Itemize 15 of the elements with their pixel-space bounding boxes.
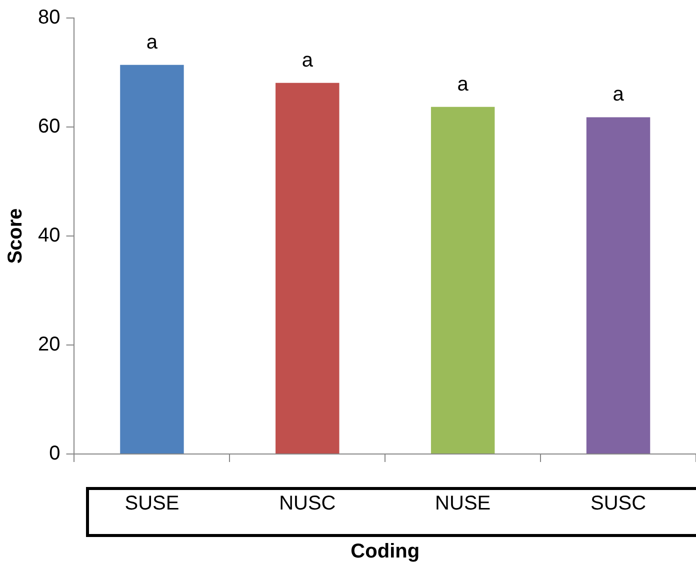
x-tick-label: SUSC xyxy=(590,492,646,515)
y-tick-label: 0 xyxy=(49,442,60,465)
y-tick-label: 60 xyxy=(38,116,60,138)
y-tick-label: 40 xyxy=(38,224,60,247)
annotation: a xyxy=(146,31,158,54)
annotation: a xyxy=(302,49,314,72)
y-tick-label: 80 xyxy=(38,6,60,29)
x-tick-label: NUSC xyxy=(279,492,336,515)
x-tick-label: SUSE xyxy=(124,492,180,515)
y-axis-title: Score xyxy=(4,208,27,264)
x-tick-label: NUSE xyxy=(435,492,491,515)
x-axis-title: Coding xyxy=(350,540,420,563)
annotation: a xyxy=(612,84,625,106)
y-tick-label: 20 xyxy=(38,334,60,356)
annotation: a xyxy=(457,73,470,96)
